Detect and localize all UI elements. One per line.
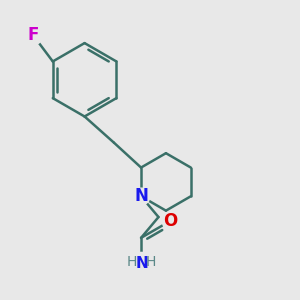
Text: O: O: [164, 212, 178, 230]
Text: H: H: [146, 255, 156, 269]
Text: F: F: [28, 26, 39, 44]
Text: H: H: [127, 255, 137, 269]
Text: N: N: [135, 256, 148, 271]
Text: N: N: [134, 187, 148, 205]
